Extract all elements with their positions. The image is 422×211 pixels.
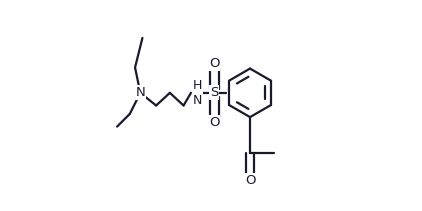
- Text: S: S: [210, 86, 218, 99]
- Text: H
N: H N: [192, 79, 202, 107]
- Text: O: O: [245, 174, 255, 187]
- Text: O: O: [209, 57, 219, 70]
- Text: O: O: [209, 116, 219, 129]
- Text: N: N: [135, 86, 145, 99]
